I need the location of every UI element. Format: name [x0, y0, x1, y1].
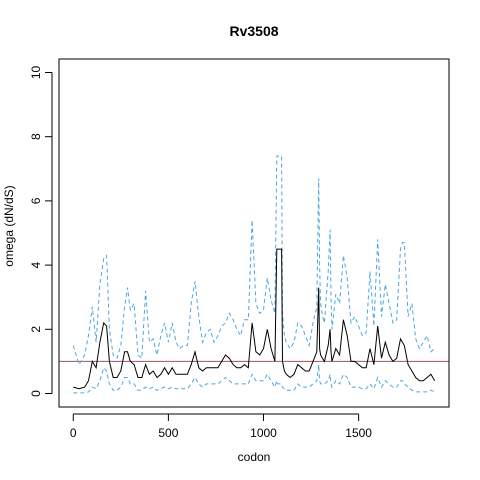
- chart-title: Rv3508: [229, 23, 278, 39]
- series-layer: [59, 155, 449, 394]
- y-tick-label: 6: [29, 197, 43, 204]
- y-axis-label: omega (dN/dS): [2, 185, 16, 266]
- x-axis: 0 500 1000 1500: [70, 413, 372, 440]
- x-tick-label: 500: [158, 426, 178, 440]
- series-line-upper: [72, 155, 436, 366]
- y-tick-label: 8: [29, 133, 43, 140]
- x-axis-label: codon: [238, 450, 271, 464]
- y-tick-label: 4: [29, 261, 43, 268]
- x-tick-label: 1500: [345, 426, 372, 440]
- y-tick-label: 10: [29, 65, 43, 79]
- y-tick-label: 2: [29, 326, 43, 333]
- series-line-estimate: [73, 248, 436, 390]
- plot-frame: [58, 58, 450, 408]
- y-tick-label: 0: [29, 390, 43, 397]
- x-tick-label: 0: [70, 426, 77, 440]
- y-axis: 0 2 4 6 8 10: [29, 65, 53, 397]
- series-line-lower: [73, 364, 435, 394]
- x-tick-label: 1000: [250, 426, 277, 440]
